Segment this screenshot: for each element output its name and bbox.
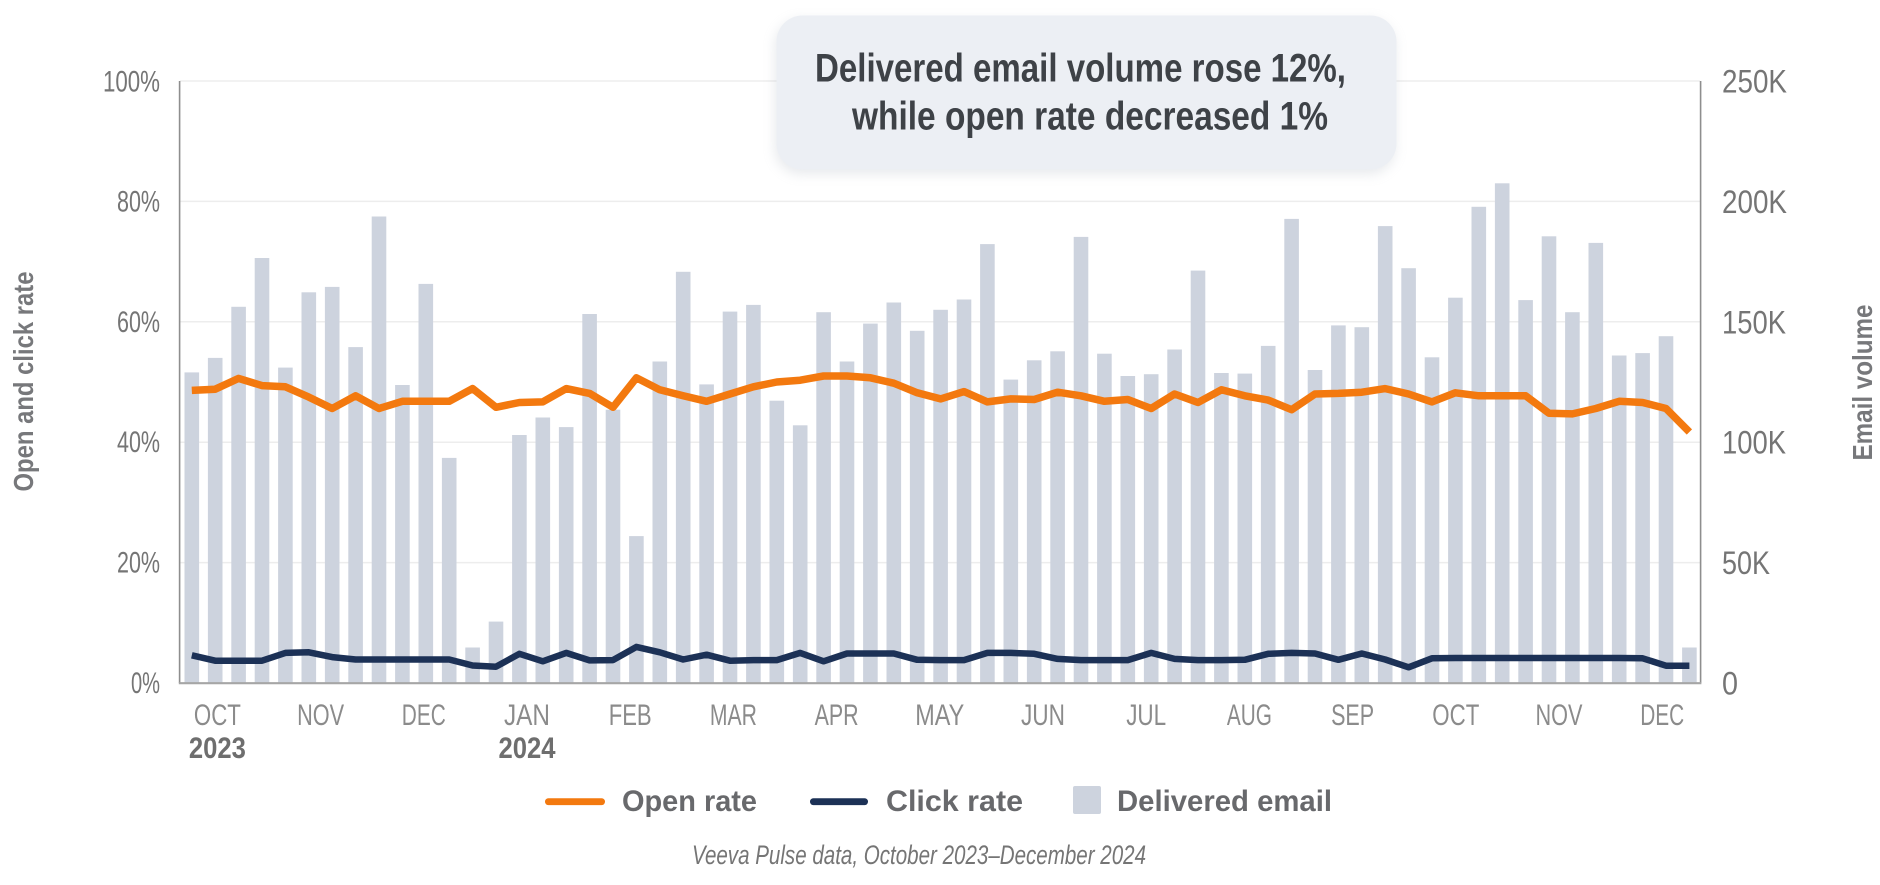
svg-text:2023: 2023 (189, 732, 246, 765)
svg-text:Open rate: Open rate (622, 785, 757, 818)
svg-text:0%: 0% (131, 667, 160, 700)
svg-text:80%: 80% (117, 185, 160, 218)
svg-text:MAY: MAY (915, 699, 964, 732)
svg-text:OCT: OCT (194, 699, 241, 732)
svg-text:AUG: AUG (1227, 699, 1272, 732)
svg-text:50K: 50K (1722, 545, 1770, 581)
svg-text:20%: 20% (117, 547, 160, 580)
svg-text:2024: 2024 (499, 732, 556, 765)
svg-text:40%: 40% (117, 426, 160, 459)
svg-text:Email volume: Email volume (1847, 305, 1878, 461)
svg-text:Veeva Pulse data, October 2023: Veeva Pulse data, October 2023–December … (692, 840, 1146, 870)
svg-text:Delivered email: Delivered email (1117, 785, 1332, 818)
svg-text:60%: 60% (117, 306, 160, 339)
svg-text:JUL: JUL (1126, 699, 1166, 732)
svg-text:200K: 200K (1722, 184, 1787, 220)
svg-text:DEC: DEC (1640, 699, 1684, 732)
svg-text:150K: 150K (1722, 304, 1786, 340)
svg-text:Open and click rate: Open and click rate (8, 272, 39, 492)
svg-text:MAR: MAR (710, 699, 757, 732)
svg-text:DEC: DEC (402, 699, 446, 732)
svg-text:Click rate: Click rate (886, 785, 1023, 818)
svg-text:250K: 250K (1722, 64, 1787, 100)
svg-text:NOV: NOV (297, 699, 344, 732)
svg-text:JAN: JAN (504, 699, 550, 732)
svg-text:APR: APR (815, 699, 859, 732)
svg-text:SEP: SEP (1331, 699, 1374, 732)
svg-text:while open rate decreased 1%: while open rate decreased 1% (851, 95, 1328, 139)
svg-text:OCT: OCT (1432, 699, 1479, 732)
svg-text:0: 0 (1722, 666, 1738, 702)
svg-text:100%: 100% (103, 66, 160, 99)
svg-text:Delivered email volume rose 12: Delivered email volume rose 12%, (815, 47, 1346, 91)
svg-text:NOV: NOV (1536, 699, 1583, 732)
svg-text:100K: 100K (1722, 425, 1786, 461)
svg-text:JUN: JUN (1021, 699, 1065, 732)
svg-text:FEB: FEB (609, 699, 652, 732)
